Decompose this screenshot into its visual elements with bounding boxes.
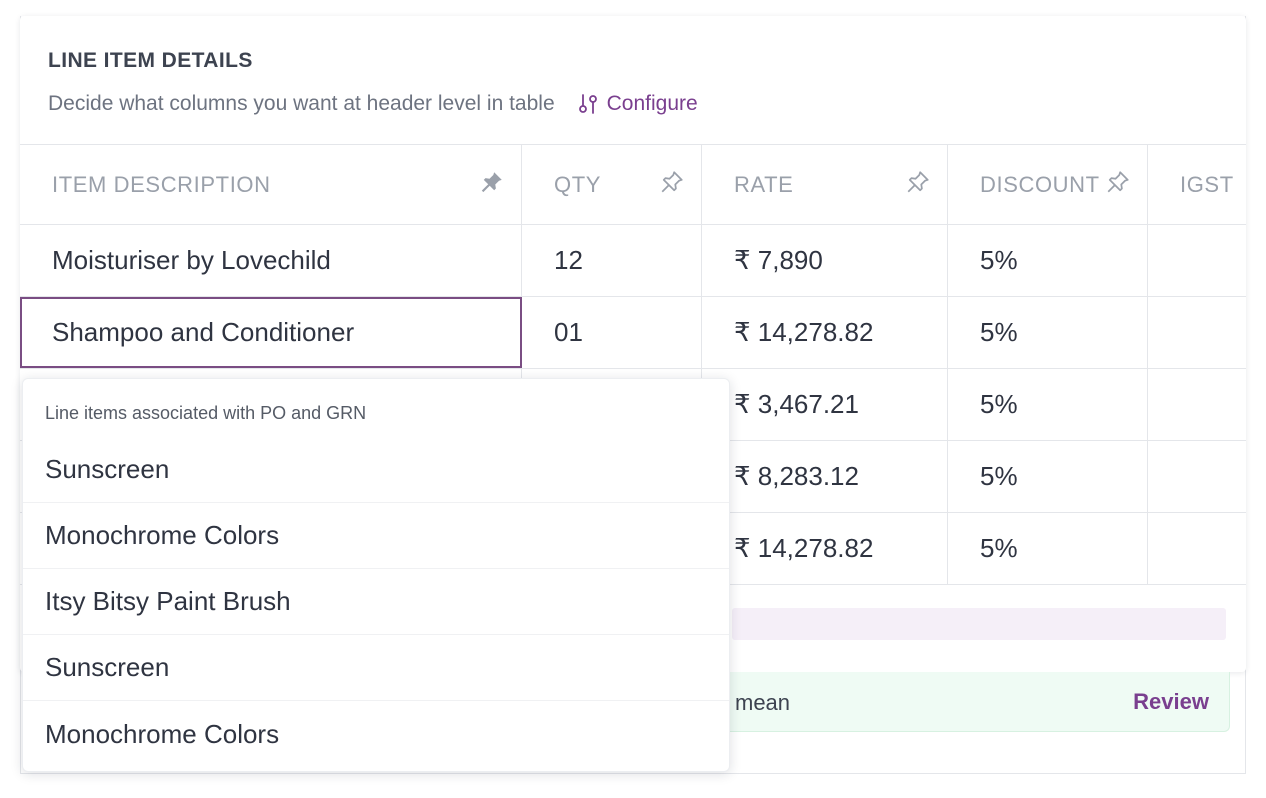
column-header-igst[interactable]: IGST — [1148, 145, 1246, 224]
igst-cell[interactable] — [1148, 441, 1246, 512]
section-subtitle-row: Decide what columns you want at header l… — [48, 92, 698, 116]
progress-strip — [732, 608, 1226, 640]
igst-cell[interactable] — [1148, 513, 1246, 584]
column-header-label: ITEM DESCRIPTION — [52, 171, 271, 197]
discount-cell[interactable]: 5% — [948, 441, 1148, 512]
column-header-qty[interactable]: QTY — [522, 145, 702, 224]
column-header-label: DISCOUNT — [980, 171, 1100, 197]
dropdown-list: Sunscreen Monochrome Colors Itsy Bitsy P… — [23, 437, 729, 767]
configure-icon — [578, 94, 597, 114]
item-description-cell[interactable]: Moisturiser by Lovechild — [20, 225, 522, 296]
pin-outline-icon[interactable] — [1105, 169, 1131, 195]
table-row: Moisturiser by Lovechild 12 ₹ 7,890 5% — [20, 225, 1246, 297]
item-description-cell-selected[interactable]: Shampoo and Conditioner — [20, 297, 522, 368]
igst-cell[interactable] — [1148, 369, 1246, 440]
dropdown-option[interactable]: Itsy Bitsy Paint Brush — [23, 569, 729, 635]
alert-text: mean — [735, 690, 791, 715]
configure-button[interactable]: Configure — [577, 92, 698, 116]
discount-cell[interactable]: 5% — [948, 369, 1148, 440]
discount-cell[interactable]: 5% — [948, 225, 1148, 296]
section-subtitle: Decide what columns you want at header l… — [48, 92, 555, 115]
dropdown-option[interactable]: Monochrome Colors — [23, 503, 729, 569]
configure-label: Configure — [606, 92, 698, 115]
pin-outline-icon[interactable] — [659, 169, 685, 195]
column-header-item-description[interactable]: ITEM DESCRIPTION — [20, 145, 522, 224]
pin-outline-icon[interactable] — [905, 169, 931, 195]
pin-filled-icon[interactable] — [479, 169, 505, 195]
discount-cell[interactable]: 5% — [948, 513, 1148, 584]
review-button[interactable]: Review — [1133, 689, 1209, 714]
dropdown-option[interactable]: Sunscreen — [23, 635, 729, 701]
igst-cell[interactable] — [1148, 225, 1246, 296]
discount-cell[interactable]: 5% — [948, 297, 1148, 368]
rate-cell[interactable]: ₹ 8,283.12 — [702, 441, 948, 512]
table-header-row: ITEM DESCRIPTION QTY RATE — [20, 145, 1246, 225]
qty-cell[interactable]: 12 — [522, 225, 702, 296]
column-header-rate[interactable]: RATE — [702, 145, 948, 224]
review-alert: mean Review — [714, 672, 1230, 732]
column-header-label: RATE — [734, 171, 794, 197]
rate-cell[interactable]: ₹ 14,278.82 — [702, 297, 948, 368]
dropdown-option[interactable]: Monochrome Colors — [45, 718, 280, 749]
section-title: LINE ITEM DETAILS — [48, 49, 253, 72]
rate-cell[interactable]: ₹ 3,467.21 — [702, 369, 948, 440]
qty-cell[interactable]: 01 — [522, 297, 702, 368]
rate-cell[interactable]: ₹ 7,890 — [702, 225, 948, 296]
rate-cell[interactable]: ₹ 14,278.82 — [702, 513, 948, 584]
column-header-discount[interactable]: DISCOUNT — [948, 145, 1148, 224]
dropdown-option[interactable]: Sunscreen — [23, 437, 729, 503]
igst-cell[interactable] — [1148, 297, 1246, 368]
dropdown-header: Line items associated with PO and GRN — [45, 403, 367, 423]
column-header-label: IGST — [1180, 171, 1234, 197]
line-item-dropdown: Line items associated with PO and GRN Su… — [22, 378, 730, 772]
table-row: Shampoo and Conditioner 01 ₹ 14,278.82 5… — [20, 297, 1246, 369]
column-header-label: QTY — [554, 171, 602, 197]
